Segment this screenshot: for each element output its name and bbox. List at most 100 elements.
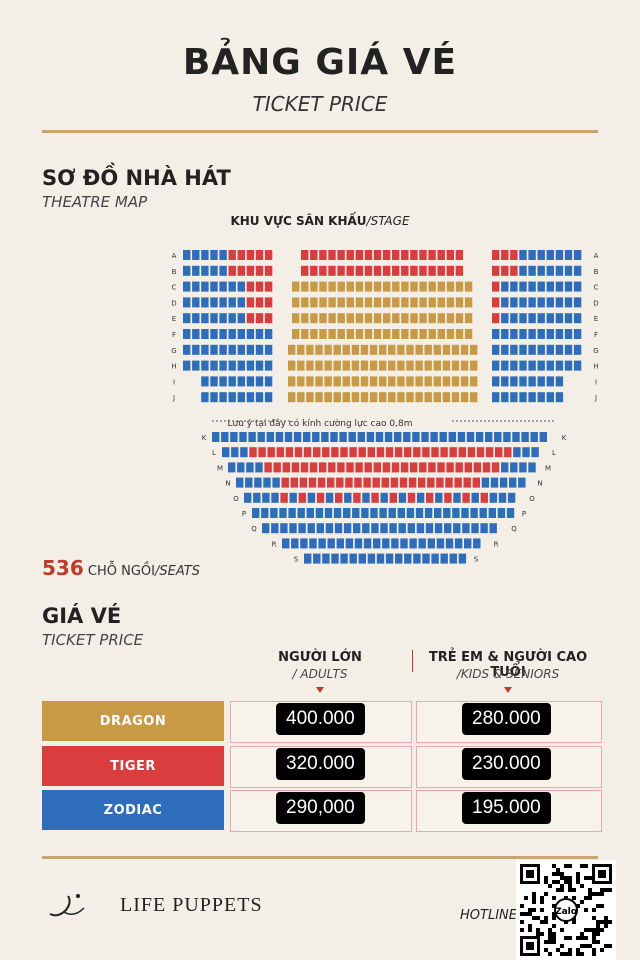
seat — [472, 477, 480, 488]
seat — [388, 376, 396, 387]
seat — [394, 432, 402, 442]
seat — [463, 477, 471, 488]
seat — [404, 553, 412, 564]
seat — [530, 432, 538, 442]
seat — [510, 329, 518, 339]
seat — [201, 329, 209, 339]
seat — [280, 492, 288, 503]
seat — [422, 553, 430, 564]
seat — [528, 344, 536, 355]
seat — [464, 329, 473, 339]
seat — [455, 250, 464, 260]
seat — [449, 447, 457, 458]
seat — [512, 432, 520, 442]
seat — [355, 313, 364, 324]
price-adult-zodiac: 290,000 — [276, 792, 365, 824]
glass-note: Lưu ý tại đây có kính cường lực cao 0,8m — [228, 418, 413, 429]
row-label: E — [594, 315, 598, 323]
seat — [183, 281, 191, 292]
qr-code[interactable]: Zalo — [516, 860, 616, 960]
seat — [439, 432, 447, 442]
qr-module — [580, 936, 584, 940]
seat — [395, 553, 403, 564]
seat — [281, 477, 289, 488]
seat — [237, 462, 245, 473]
seat — [337, 313, 345, 324]
seat — [398, 492, 407, 503]
seat — [264, 360, 273, 371]
seat — [246, 329, 255, 339]
qr-module — [600, 892, 604, 896]
seat — [364, 281, 373, 292]
qr-module — [552, 880, 556, 884]
seat — [455, 462, 463, 473]
seat — [407, 492, 416, 503]
arrow-icon — [504, 687, 512, 693]
seat — [492, 376, 500, 387]
seat — [328, 329, 336, 339]
qr-module — [560, 872, 564, 876]
seat — [328, 297, 336, 308]
qr-module — [592, 940, 596, 944]
seat — [519, 344, 527, 355]
seat — [333, 360, 341, 371]
seat — [436, 477, 444, 488]
seat — [210, 329, 218, 339]
seat — [267, 447, 275, 458]
seat — [301, 329, 309, 339]
qr-module — [564, 880, 568, 884]
seat — [246, 281, 255, 292]
seat — [346, 462, 354, 473]
seat — [501, 392, 509, 403]
seat — [573, 265, 582, 276]
seat — [492, 265, 500, 276]
seat — [410, 313, 418, 324]
seat — [401, 297, 409, 308]
seat — [388, 360, 396, 371]
qr-module — [592, 928, 596, 932]
seat — [444, 492, 452, 503]
row-label: L — [212, 449, 216, 457]
seat — [373, 313, 382, 324]
seat — [354, 477, 362, 488]
seat — [348, 432, 356, 442]
seat — [228, 462, 236, 473]
seat — [410, 250, 418, 260]
seat — [355, 281, 364, 292]
seat — [310, 250, 318, 260]
seat — [219, 360, 227, 371]
seat — [237, 297, 245, 308]
seat — [428, 313, 436, 324]
seat — [399, 477, 408, 488]
seat — [413, 553, 421, 564]
seat — [264, 462, 272, 473]
seat — [369, 344, 378, 355]
qr-module — [600, 904, 604, 908]
seat — [279, 508, 287, 518]
seat — [219, 250, 227, 260]
seat — [264, 297, 273, 308]
seat — [521, 432, 529, 442]
seat — [303, 432, 311, 442]
seat — [255, 344, 264, 355]
seat — [288, 392, 296, 403]
seat — [490, 477, 499, 488]
seat — [246, 360, 255, 371]
seat — [479, 508, 487, 518]
seat — [192, 250, 200, 260]
seat — [434, 508, 442, 518]
seat — [448, 432, 456, 442]
seat — [401, 313, 409, 324]
seat — [437, 265, 445, 276]
seat — [453, 492, 461, 503]
seat — [528, 297, 536, 308]
seat — [489, 492, 498, 503]
seat — [264, 265, 273, 276]
seat — [473, 538, 481, 549]
seat — [319, 265, 327, 276]
seat — [306, 360, 314, 371]
qr-module — [576, 872, 580, 876]
seat — [528, 360, 536, 371]
seat — [343, 523, 352, 534]
seat — [564, 250, 573, 260]
